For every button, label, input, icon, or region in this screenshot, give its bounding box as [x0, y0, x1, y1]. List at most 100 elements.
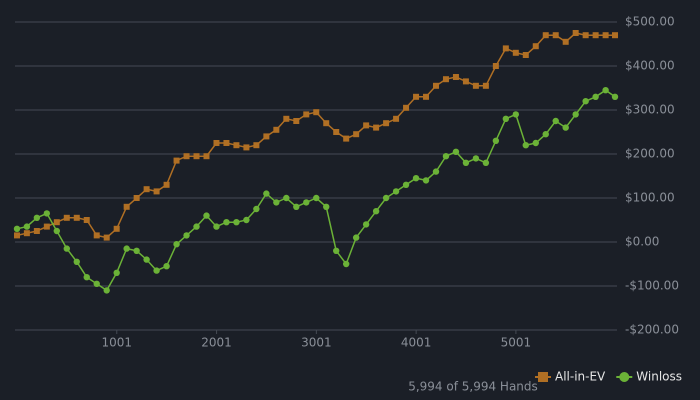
point [403, 104, 410, 111]
point [213, 223, 220, 230]
point [33, 228, 40, 234]
point [173, 241, 180, 248]
point [113, 269, 120, 276]
point [283, 115, 290, 122]
point [273, 126, 280, 133]
x-tick-label: 2001 [201, 336, 232, 350]
point [512, 111, 520, 118]
point [153, 188, 160, 195]
point [13, 225, 21, 232]
point [422, 177, 430, 184]
point [442, 76, 449, 83]
y-tick-label: $200.00 [625, 147, 675, 161]
y-tick-label: $300.00 [625, 103, 675, 117]
point [432, 82, 439, 89]
point [492, 137, 500, 144]
point [502, 115, 510, 123]
point [582, 32, 589, 39]
point [602, 32, 609, 39]
point [33, 214, 41, 221]
point [532, 43, 539, 50]
point [203, 212, 210, 219]
point [163, 181, 170, 188]
point [133, 195, 140, 201]
point [103, 287, 110, 294]
point [233, 219, 240, 226]
point [492, 63, 499, 69]
point [283, 194, 290, 202]
point [472, 82, 479, 89]
point [223, 219, 230, 226]
point [452, 148, 460, 155]
point [183, 232, 190, 239]
point [253, 142, 260, 149]
point [303, 111, 310, 118]
point [522, 52, 529, 58]
point [323, 120, 330, 127]
footer: 5,994 of 5,994 Hands [408, 380, 538, 394]
point [393, 115, 400, 122]
point [552, 117, 559, 125]
point [333, 247, 340, 254]
point [93, 280, 100, 287]
y-tick-label: $400.00 [625, 59, 675, 73]
x-tick-label: 5001 [501, 336, 532, 350]
point [462, 78, 469, 85]
point [572, 111, 579, 118]
point [123, 203, 130, 210]
point [612, 32, 618, 39]
point [183, 153, 190, 160]
point [582, 98, 589, 105]
y-tick-label: $100.00 [625, 191, 675, 205]
point [73, 258, 80, 265]
point [153, 267, 160, 274]
point [83, 274, 90, 281]
point [113, 225, 120, 232]
point [303, 199, 310, 206]
point [203, 153, 210, 160]
point [372, 208, 380, 215]
point [293, 118, 300, 124]
point [253, 205, 260, 213]
point [313, 109, 320, 116]
point [413, 93, 420, 100]
point [63, 245, 70, 252]
point [482, 159, 490, 166]
point [342, 260, 350, 268]
point [353, 131, 360, 138]
point [103, 234, 110, 241]
point [343, 135, 350, 142]
x-tick-label: 1001 [102, 336, 133, 350]
point [382, 194, 390, 202]
point [243, 144, 250, 151]
y-tick-label: $500.00 [625, 15, 675, 29]
point [572, 30, 579, 36]
point [452, 74, 459, 80]
legend-label: All-in-EV [555, 370, 606, 384]
point [63, 214, 70, 221]
point [53, 219, 60, 226]
point [512, 49, 519, 56]
point [173, 157, 180, 164]
point [542, 32, 549, 39]
point [363, 122, 370, 129]
point [602, 87, 609, 94]
point [93, 232, 100, 239]
point [193, 153, 200, 160]
point [193, 223, 200, 230]
point [223, 140, 230, 146]
point [73, 214, 80, 221]
point [562, 124, 569, 131]
point [423, 93, 430, 100]
point [163, 263, 170, 270]
point [273, 199, 280, 206]
point [562, 38, 569, 45]
point [133, 247, 140, 254]
point [592, 32, 599, 39]
point [383, 120, 390, 127]
point [53, 227, 61, 235]
x-tick-label: 4001 [401, 336, 432, 350]
point [592, 93, 599, 101]
point [472, 155, 480, 162]
